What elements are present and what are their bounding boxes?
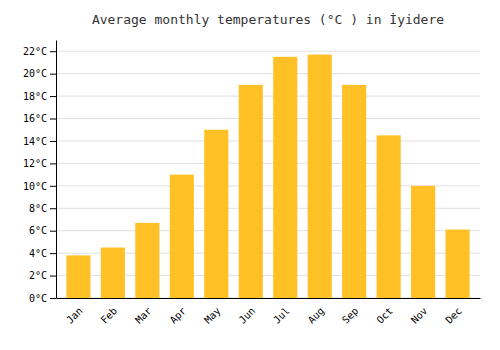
grid (56, 51, 480, 298)
x-axis: Jan Feb Mar Apr May Jun Jul Aug Sep Oct Nov Dec (57, 299, 481, 326)
chart: Jan Feb Mar Apr May Jun Jul Aug Sep Oct Nov Dec 0°C 2… (0, 0, 500, 350)
tick-label: Dec (443, 305, 464, 326)
tick-mark (50, 186, 56, 187)
tick: 20°C (23, 68, 56, 79)
grid-line (56, 96, 480, 97)
tick: 6°C (29, 225, 56, 236)
bar (135, 223, 159, 298)
tick-mark (50, 141, 56, 142)
tick: Jun (237, 305, 258, 326)
tick-label: 16°C (23, 113, 47, 124)
tick-mark (50, 163, 56, 164)
tick-mark (50, 208, 56, 209)
tick-mark (50, 51, 56, 52)
tick-label: 8°C (29, 203, 47, 214)
tick: 22°C (23, 46, 56, 57)
tick: 2°C (29, 270, 56, 281)
tick-label: 6°C (29, 225, 47, 236)
bar (446, 230, 470, 298)
axis-line (57, 298, 481, 299)
tick: Oct (374, 305, 395, 326)
bar (170, 175, 194, 298)
tick-label: 22°C (23, 46, 47, 57)
tick: Aug (306, 305, 327, 326)
tick-label: 4°C (29, 248, 47, 259)
tick: Jan (64, 305, 85, 326)
tick-mark (50, 298, 56, 299)
tick-label: Jun (237, 305, 258, 326)
tick-label: Sep (340, 305, 361, 326)
tick-label: 14°C (23, 136, 47, 147)
title: Average monthly temperatures (°C ) in İy… (92, 12, 444, 27)
tick-label: 2°C (29, 270, 47, 281)
tick-label: Jul (271, 305, 292, 326)
tick-label: Oct (374, 305, 395, 326)
tick-label: 0°C (29, 293, 47, 304)
bars (66, 55, 469, 298)
y-axis: 0°C 2°C 4°C 6°C 8°C 10°C 12°C 14°C 16°C 18°C 20°C 2… (23, 41, 57, 304)
bar (204, 130, 228, 298)
bar (342, 85, 366, 298)
tick: Feb (99, 305, 120, 326)
grid-line (56, 163, 480, 164)
bar (377, 135, 401, 298)
tick-mark (50, 74, 56, 75)
tick: 4°C (29, 248, 56, 259)
grid-line (56, 73, 480, 74)
grid-line (56, 118, 480, 119)
tick-mark (50, 119, 56, 120)
tick: 10°C (23, 181, 56, 192)
tick-label: 20°C (23, 68, 47, 79)
tick-mark (50, 253, 56, 254)
plot: Jan Feb Mar Apr May Jun Jul Aug Sep Oct Nov Dec 0°C 2… (23, 41, 481, 326)
tick: 14°C (23, 136, 56, 147)
grid-line (56, 51, 480, 52)
tick: Nov (409, 305, 430, 326)
tick-label: May (202, 305, 223, 326)
tick: 0°C (29, 293, 56, 304)
tick-label: Feb (99, 305, 120, 326)
tick-label: Apr (168, 305, 189, 326)
bar (239, 85, 263, 298)
tick-mark (50, 96, 56, 97)
tick-label: 12°C (23, 158, 47, 169)
bar (273, 57, 297, 298)
tick: Mar (133, 305, 154, 326)
tick-label: 18°C (23, 91, 47, 102)
tick-mark (50, 276, 56, 277)
tick-label: 10°C (23, 181, 47, 192)
tick-mark (50, 231, 56, 232)
bar (308, 55, 332, 298)
tick: Jul (271, 305, 292, 326)
tick: Apr (168, 305, 189, 326)
tick: Sep (340, 305, 361, 326)
axis-line (56, 41, 57, 299)
bar (66, 255, 90, 298)
tick: May (202, 305, 223, 326)
bar (411, 186, 435, 298)
grid-line (56, 140, 480, 141)
tick: Dec (443, 305, 464, 326)
tick-label: Jan (64, 305, 85, 326)
tick-label: Aug (306, 305, 327, 326)
tick: 8°C (29, 203, 56, 214)
tick: 18°C (23, 91, 56, 102)
tick: 12°C (23, 158, 56, 169)
bar (101, 248, 125, 298)
tick-label: Nov (409, 305, 430, 326)
tick: 16°C (23, 113, 56, 124)
tick-label: Mar (133, 305, 154, 326)
